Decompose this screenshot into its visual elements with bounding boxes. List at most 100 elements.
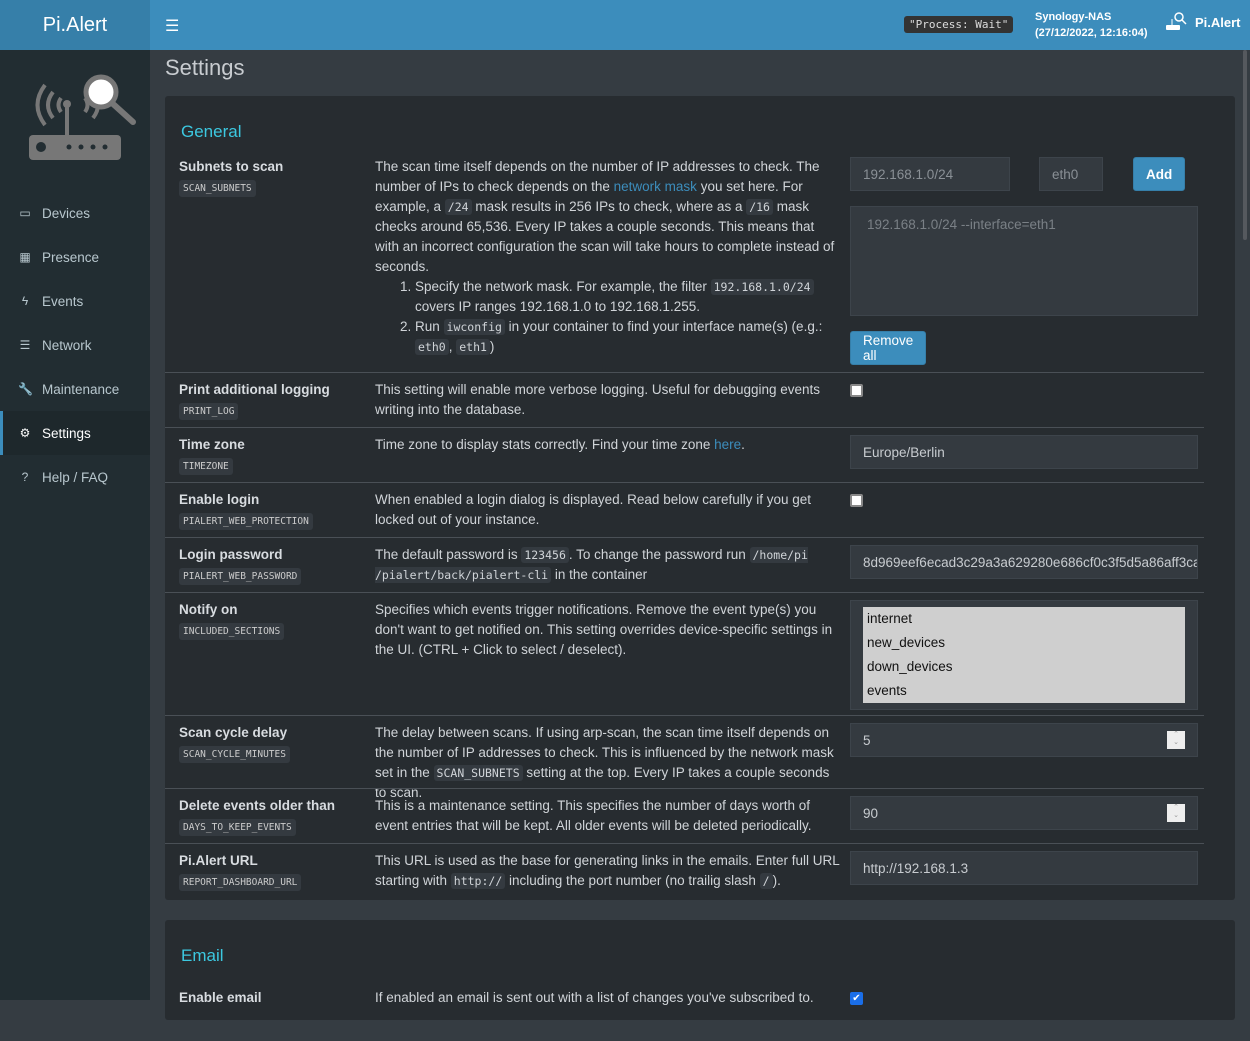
- setting-description: This setting will enable more verbose lo…: [375, 380, 840, 420]
- desc-text: This setting will enable more verbose lo…: [375, 382, 821, 417]
- setting-control: 8d969eef6ecad3c29a3a629280e686cf0c3f5d5a…: [850, 545, 1198, 579]
- inline-code: eth1: [456, 339, 490, 355]
- setting-label: Time zone: [179, 437, 245, 452]
- menu-toggle-icon[interactable]: ☰: [165, 18, 180, 35]
- setting-label: Pi.Alert URL: [179, 853, 258, 868]
- desc-text: Specifies which events trigger notificat…: [375, 602, 833, 657]
- setting-checkbox[interactable]: ✔: [850, 992, 863, 1005]
- setting-control: 90 ⌃ ⌄: [850, 796, 1198, 830]
- inline-code: /16: [746, 199, 773, 215]
- number-input[interactable]: 90 ⌃ ⌄: [850, 796, 1198, 830]
- setting-row-days-to-keep-events: Delete events older than DAYS_TO_KEEP_EVE…: [165, 788, 1204, 843]
- setting-row-print-log: Print additional logging PRINT_LOG This se…: [165, 372, 1204, 427]
- spinner-arrows-icon[interactable]: ⌃ ⌄: [1167, 731, 1185, 749]
- bolt-icon: ϟ: [21, 294, 29, 308]
- help-link[interactable]: network mask: [613, 179, 697, 194]
- add-subnet-button[interactable]: Add: [1133, 157, 1186, 191]
- setting-input[interactable]: 8d969eef6ecad3c29a3a629280e686cf0c3f5d5a…: [850, 545, 1198, 579]
- inline-code: /: [759, 873, 773, 889]
- sidebar-item-label: Devices: [42, 205, 91, 221]
- setting-key: TIMEZONE: [179, 458, 233, 475]
- sidebar-item-settings[interactable]: ⚙ Settings: [0, 411, 150, 455]
- setting-label: Notify on: [179, 602, 238, 617]
- option-events[interactable]: events: [867, 683, 907, 698]
- instruction-list: Specify the network mask. For example, t…: [415, 277, 840, 357]
- gear-icon: ⚙: [19, 426, 31, 440]
- setting-input[interactable]: Europe/Berlin: [850, 435, 1198, 469]
- host-info: Synology-NAS (27/12/2022, 12:16:04): [1035, 9, 1148, 41]
- sidebar-item-presence[interactable]: ▦ Presence: [0, 235, 150, 279]
- desc-text: Time zone to display stats correctly. Fi…: [375, 437, 715, 452]
- setting-row-timezone: Time zone TIMEZONE Time zone to display st…: [165, 427, 1204, 482]
- inline-code: 192.168.1.0/24: [710, 279, 814, 295]
- setting-key: SCAN_CYCLE_MINUTES: [179, 746, 290, 763]
- setting-control: Europe/Berlin: [850, 435, 1198, 469]
- desc-text: mask results in 256 IPs to check, where …: [471, 199, 747, 214]
- desc-text: ).: [772, 873, 781, 888]
- subnet-input[interactable]: 192.168.1.0/24: [850, 157, 1010, 191]
- user-menu[interactable]: Pi.Alert: [1165, 12, 1241, 32]
- setting-key: SCAN_SUBNETS: [179, 180, 256, 197]
- pialert-logo-icon: [29, 74, 136, 160]
- sidebar-item-network[interactable]: ☰ Network: [0, 323, 150, 367]
- option-new-devices[interactable]: new_devices: [867, 635, 946, 650]
- desc-text: in your container to find your interface…: [504, 319, 823, 334]
- sidebar-item-label: Help / FAQ: [42, 469, 109, 485]
- host-datetime: (27/12/2022, 12:16:04): [1035, 27, 1148, 39]
- setting-checkbox[interactable]: [850, 384, 863, 397]
- desc-text: The scan time itself depends on the numb…: [375, 159, 820, 194]
- sidebar-item-help-faq[interactable]: ? Help / FAQ: [0, 455, 150, 499]
- question-icon: ?: [21, 470, 29, 484]
- page-scrollbar[interactable]: [1240, 50, 1250, 1000]
- remove-all-button[interactable]: Remove all: [850, 331, 927, 365]
- setting-row-pialert-web-password: Login password PIALERT_WEB_PASSWORD The de…: [165, 537, 1204, 592]
- setting-control: ✔: [850, 988, 863, 1005]
- scrollbar-thumb[interactable]: [1243, 50, 1247, 240]
- instruction-item: Run iwconfig in your container to find y…: [415, 317, 840, 357]
- sidebar-item-maintenance[interactable]: 🔧 Maintenance: [0, 367, 150, 411]
- option-down-devices[interactable]: down_devices: [867, 659, 953, 674]
- desc-text: The default password is: [375, 547, 522, 562]
- desc-text: Run: [415, 319, 444, 334]
- option-internet[interactable]: internet: [867, 611, 913, 626]
- setting-description: Time zone to display stats correctly. Fi…: [375, 435, 840, 455]
- spinner-arrows-icon[interactable]: ⌃ ⌄: [1167, 804, 1185, 822]
- sidebar-item-events[interactable]: ϟ Events: [0, 279, 150, 323]
- inline-code: 123456: [521, 547, 569, 563]
- setting-checkbox[interactable]: [850, 494, 863, 507]
- number-input[interactable]: 5 ⌃ ⌄: [850, 723, 1198, 757]
- setting-key: DAYS_TO_KEEP_EVENTS: [179, 819, 296, 836]
- setting-row-pialert-web-protection: Enable login PIALERT_WEB_PROTECTION When e…: [165, 482, 1204, 537]
- page-title: Settings: [165, 55, 245, 80]
- desc-text: in the container: [551, 567, 648, 582]
- setting-row-enable-email: Enable email If enabled an email is sent …: [165, 981, 1204, 1041]
- setting-key: PRINT_LOG: [179, 403, 239, 420]
- setting-description: The scan time itself depends on the numb…: [375, 157, 840, 357]
- setting-description: When enabled a login dialog is displayed…: [375, 490, 840, 530]
- setting-row-included-sections: Notify on INCLUDED_SECTIONS Specifies whic…: [165, 592, 1204, 715]
- wrench-icon: 🔧: [18, 382, 33, 396]
- sidebar-item-label: Events: [42, 293, 84, 309]
- setting-row-scan-cycle-minutes: Scan cycle delay SCAN_CYCLE_MINUTES The de…: [165, 715, 1204, 800]
- setting-label: Delete events older than: [179, 798, 336, 813]
- setting-label: Print additional logging: [179, 382, 330, 397]
- setting-label: Login password: [179, 547, 283, 562]
- subnets-list[interactable]: 192.168.1.0/24 --interface=eth1: [850, 206, 1198, 316]
- sidebar-item-devices[interactable]: ▭ Devices: [0, 191, 150, 235]
- help-link[interactable]: here: [714, 437, 742, 452]
- desc-text: The delay between scans. If using arp-sc…: [375, 725, 834, 780]
- setting-input[interactable]: http://192.168.1.3: [850, 851, 1198, 885]
- subnet-entry[interactable]: 192.168.1.0/24 --interface=eth1: [867, 217, 1056, 232]
- setting-control: 5 ⌃ ⌄: [850, 723, 1198, 757]
- inline-code: SCAN_SUBNETS: [433, 765, 523, 781]
- setting-label: Scan cycle delay: [179, 725, 288, 740]
- brand-logo[interactable]: Pi.Alert: [0, 0, 150, 50]
- desc-text: Specify the network mask. For example, t…: [415, 279, 711, 294]
- setting-description: This URL is used as the base for generat…: [375, 851, 840, 891]
- sidebar: ▭ Devices ▦ Presence ϟ Events ☰ Network 🔧 Mainten…: [0, 50, 150, 1000]
- interface-input[interactable]: eth0: [1039, 157, 1103, 191]
- desc-text: This URL is used as the base for generat…: [375, 853, 840, 888]
